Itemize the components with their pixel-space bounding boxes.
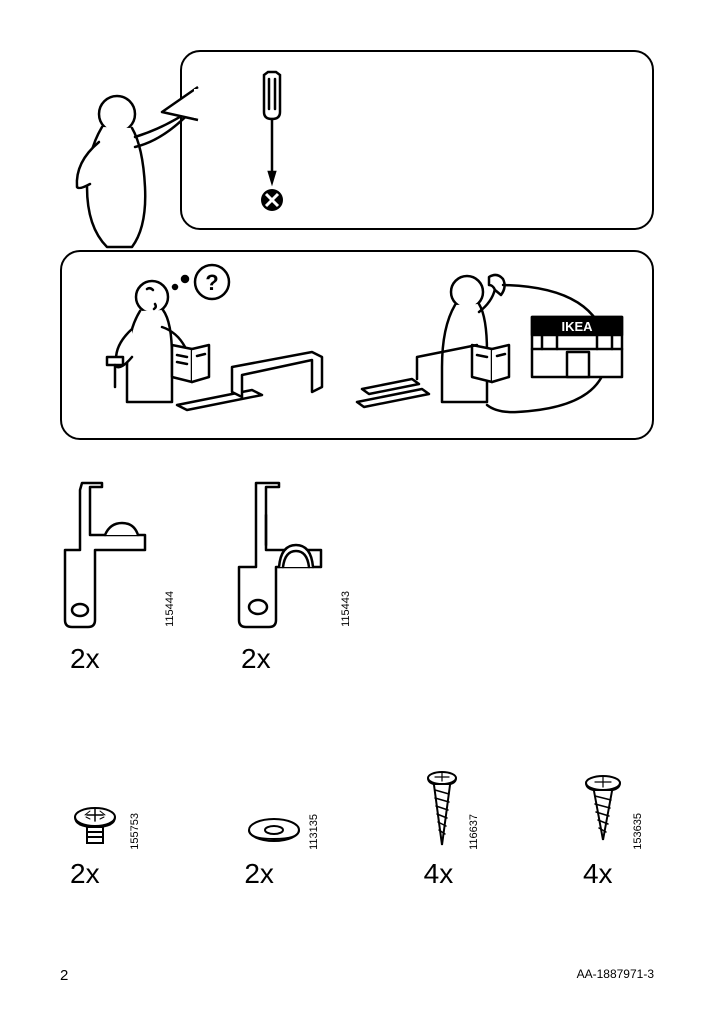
page-footer: 2 AA-1887971-3 [60,967,654,984]
qty-label: 2x [70,858,100,890]
qty-label: 2x [241,643,271,675]
partnum-label: 115444 [164,591,176,627]
partnum-label: 155753 [129,813,141,850]
document-id: AA-1887971-3 [577,967,654,984]
bracket-115444-icon [60,475,160,635]
screw-long-icon [424,770,464,850]
qty-label: 4x [424,858,454,890]
svg-text:?: ? [205,270,218,295]
page-number: 2 [60,967,68,984]
qty-label: 4x [583,858,613,890]
hardware-screw-short: 153635 4x [583,770,644,890]
help-scene-icon: ? IKEA [77,257,637,437]
brackets-row: 115444 2x 115443 2x [60,475,654,675]
hardware-washer: 113135 2x [244,770,320,890]
speech-tail-icon [160,82,200,122]
hardware-row: 155753 2x 113135 2x [60,770,654,890]
screw-short-icon [583,775,628,850]
store-label: IKEA [561,319,593,334]
washer-icon [244,815,304,850]
partnum-label: 153635 [632,813,644,850]
partnum-label: 113135 [308,814,320,850]
qty-label: 2x [70,643,100,675]
partnum-label: 116637 [468,814,480,850]
help-panel: ? IKEA [60,250,654,440]
partnum-label: 115443 [340,591,352,627]
tools-panel [180,50,654,230]
hardware-screw-long: 116637 4x [424,770,480,890]
bracket-115443-icon [231,475,336,635]
bolt-icon [70,805,125,850]
bracket-part-1: 115444 2x [60,475,176,675]
bracket-part-2: 115443 2x [231,475,352,675]
qty-label: 2x [244,858,274,890]
screwdriver-icon [242,67,302,217]
hardware-bolt: 155753 2x [70,770,141,890]
